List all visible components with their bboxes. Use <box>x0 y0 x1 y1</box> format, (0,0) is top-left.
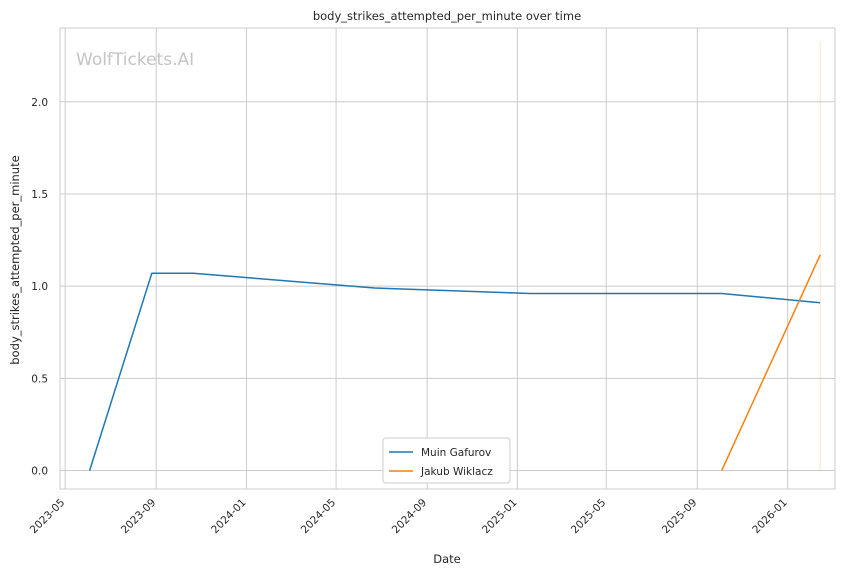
y-ticks: 0.0 0.5 1.0 1.5 2.0 <box>31 97 48 478</box>
y-tick-label: 0.5 <box>31 373 48 385</box>
legend-label-muin-gafurov: Muin Gafurov <box>421 447 491 459</box>
x-tick-label: 2024-05 <box>299 497 339 537</box>
watermark: WolfTickets.AI <box>76 50 194 70</box>
legend: Muin Gafurov Jakub Wiklacz <box>382 437 511 484</box>
x-tick-label: 2025-09 <box>660 497 700 537</box>
series-group <box>88 254 821 471</box>
x-axis-label: Date <box>433 552 461 566</box>
x-ticks: 2023-05 2023-09 2024-01 2024-05 2024-09 2025-… <box>28 497 790 537</box>
plot-area <box>59 27 836 490</box>
y-tick-label: 0.0 <box>31 466 48 478</box>
x-tick-label: 2023-05 <box>28 497 68 537</box>
x-tick-label: 2025-05 <box>569 497 609 537</box>
series-line-jakub-wiklacz <box>721 254 821 471</box>
y-axis-label: body_strikes_attempted_per_minute <box>8 155 22 364</box>
legend-label-jakub-wiklacz: Jakub Wiklacz <box>420 466 493 478</box>
x-tick-label: 2024-09 <box>390 497 430 537</box>
x-tick-label: 2024-01 <box>209 497 249 537</box>
y-tick-label: 2.0 <box>31 97 48 109</box>
x-tick-label: 2023-09 <box>119 497 159 537</box>
y-tick-label: 1.5 <box>31 189 48 201</box>
legend-box <box>382 437 511 484</box>
series-line-muin-gafurov <box>88 272 821 471</box>
y-tick-label: 1.0 <box>31 281 48 293</box>
x-tick-label: 2025-01 <box>480 497 520 537</box>
chart-title: body_strikes_attempted_per_minute over t… <box>313 9 581 23</box>
grid <box>60 28 835 489</box>
x-tick-label: 2026-01 <box>750 497 790 537</box>
